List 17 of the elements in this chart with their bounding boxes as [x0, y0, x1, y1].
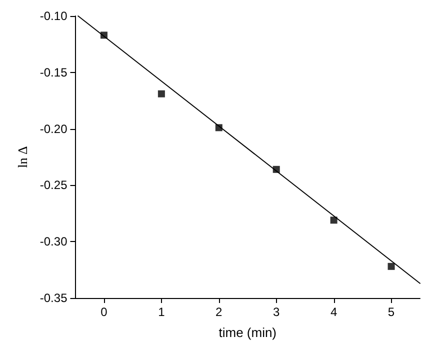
y-tick-label: -0.15 [40, 65, 68, 80]
y-tick-label: -0.10 [40, 9, 68, 23]
x-tick-label: 2 [216, 305, 223, 319]
y-tick-label: -0.35 [40, 291, 68, 305]
point [158, 90, 165, 98]
x-axis-title: time (min) [218, 325, 277, 340]
y-tick-label: -0.25 [40, 178, 68, 192]
x-tick-label: 0 [100, 305, 108, 319]
point [388, 262, 395, 270]
x-tick-label: 4 [330, 305, 338, 319]
y-axis-title: ln Δ [15, 146, 30, 168]
point [330, 216, 338, 224]
x-tick-label: 5 [388, 305, 395, 319]
x-tick-label: 3 [273, 305, 280, 319]
y-tick-label: -0.30 [40, 234, 68, 249]
y-tick-label: -0.20 [40, 122, 68, 136]
x-tick-label: 1 [158, 305, 166, 319]
